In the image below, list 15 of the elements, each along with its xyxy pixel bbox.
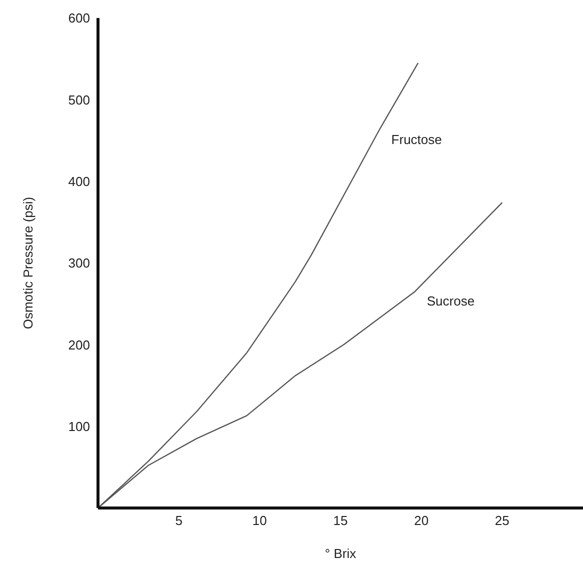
y-tick-label: 600 [68,10,90,26]
y-tick-label: 200 [68,337,90,352]
x-tick-label: 10 [252,513,267,528]
y-tick-label: 100 [68,418,90,434]
series-label: Sucrose [426,294,475,309]
x-axis-title: ° Brix [324,546,357,561]
series-label: Fructose [391,132,442,147]
x-tick-label: 25 [494,513,510,528]
y-tick-label: 400 [68,174,90,189]
x-tick-label: 5 [175,513,182,528]
y-axis-title: Osmotic Pressure (psi) [20,196,36,330]
x-tick-label: 20 [414,513,429,528]
y-tick-label: 300 [68,256,90,271]
y-tick-label: 500 [68,92,90,108]
x-tick-label: 15 [333,513,348,528]
